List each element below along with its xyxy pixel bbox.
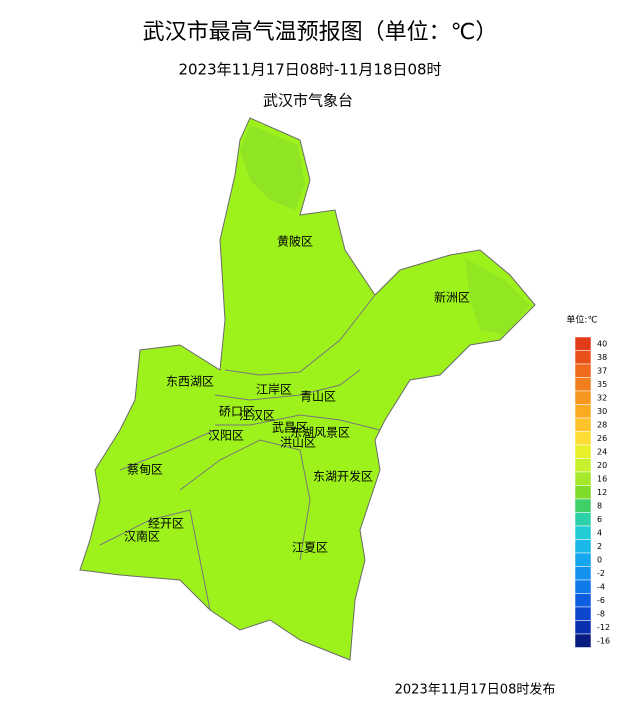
legend-label: 40	[597, 339, 607, 348]
legend-swatch	[574, 471, 592, 486]
legend-swatch	[574, 431, 592, 446]
legend-swatch	[574, 606, 592, 621]
district-label: 黄陂区	[277, 234, 313, 249]
legend-swatch	[574, 525, 592, 540]
legend-label: 38	[597, 353, 607, 362]
title: 武汉市最高气温预报图（单位：℃）	[143, 20, 498, 45]
legend-title: 单位:℃	[566, 314, 597, 326]
legend-label: 37	[597, 366, 607, 375]
district-label: 蔡甸区	[127, 463, 163, 477]
district-label: 洪山区	[280, 436, 316, 450]
district-label: 东湖风景区	[290, 425, 350, 440]
district-label: 东湖开发区	[313, 469, 373, 484]
legend-swatch	[574, 539, 592, 554]
legend-swatch	[574, 512, 592, 527]
legend-label: 0	[597, 555, 602, 564]
legend-label: 24	[597, 447, 607, 456]
legend-swatch	[574, 498, 592, 513]
legend-label: -8	[597, 609, 605, 618]
legend-label: 2	[597, 542, 602, 551]
legend-label: 26	[597, 434, 607, 443]
region	[79, 117, 536, 661]
legend-label: 30	[597, 407, 607, 416]
legend-label: -16	[597, 636, 610, 645]
legend-label: 12	[597, 488, 607, 497]
green-patch	[240, 125, 305, 210]
district-label: 武昌区	[272, 421, 308, 435]
green-patch	[465, 258, 530, 335]
legend-label: -12	[597, 623, 610, 632]
legend-label: 32	[597, 393, 607, 402]
district-label: 经开区	[148, 517, 184, 531]
district-label: 汉阳区	[208, 429, 244, 443]
district-label: 青山区	[300, 390, 336, 404]
legend-swatch	[574, 390, 592, 405]
legend-label: -4	[597, 582, 605, 591]
map	[79, 117, 536, 661]
legend-swatch	[574, 377, 592, 392]
legend-swatch	[574, 552, 592, 567]
district-label: 东西湖区	[166, 374, 214, 389]
legend-swatch	[574, 633, 592, 648]
legend-swatch	[574, 417, 592, 432]
legend-swatch	[574, 485, 592, 500]
district-label: 江汉区	[239, 409, 275, 423]
legend-swatch	[574, 336, 592, 351]
district-label: 新洲区	[434, 290, 470, 305]
legend-label: -2	[597, 569, 605, 578]
legend-label: 28	[597, 420, 607, 429]
legend-swatch	[574, 579, 592, 594]
legend-swatch	[574, 566, 592, 581]
subtitle: 2023年11月17日08时-11月18日08时	[178, 61, 441, 79]
legend-swatch	[574, 444, 592, 459]
district-label: 硚口区	[219, 405, 255, 419]
agency: 武汉市气象台	[263, 92, 353, 110]
legend-label: 35	[597, 380, 607, 389]
district-labels: 黄陂区 新洲区 东西湖区 江岸区 青山区 硚口区 江汉区 汉阳区 武昌区 东湖风…	[124, 234, 470, 555]
legend-label: 20	[597, 461, 607, 470]
legend-swatch	[574, 458, 592, 473]
district-label: 江岸区	[256, 383, 292, 397]
boundaries	[99, 294, 381, 611]
legend-swatch	[574, 620, 592, 635]
district-label: 江夏区	[292, 541, 328, 555]
legend-label: 16	[597, 474, 607, 483]
legend-label: 6	[597, 515, 602, 524]
legend-label: -6	[597, 596, 605, 605]
legend-swatch	[574, 593, 592, 608]
legend-swatch	[574, 350, 592, 365]
release-time: 2023年11月17日08时发布	[395, 682, 556, 698]
legend-label: 8	[597, 501, 602, 510]
legend: 40383735323028262420161286420-2-4-6-8-12…	[574, 336, 610, 648]
legend-swatch	[574, 363, 592, 378]
district-label: 汉南区	[124, 529, 160, 544]
legend-swatch	[574, 404, 592, 419]
legend-label: 4	[597, 528, 602, 537]
